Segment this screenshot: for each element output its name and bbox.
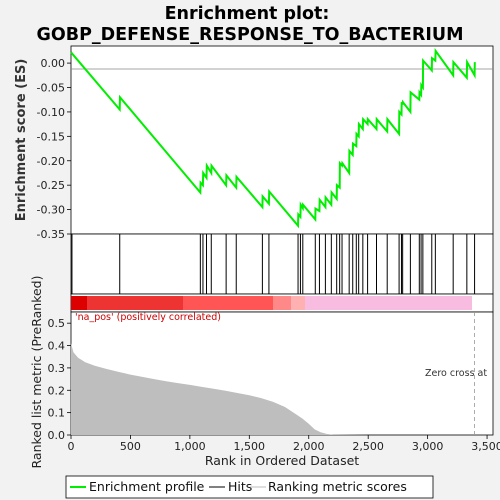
es-y-tick-label: -0.05 — [37, 82, 65, 95]
zero-cross-label: Zero cross at — [425, 368, 487, 379]
x-tick-label: 2,000 — [293, 440, 325, 453]
x-tick-label: 3,000 — [412, 440, 444, 453]
es-y-axis-label: Enrichment score (ES) — [14, 59, 29, 222]
metric-y-tick-label: 0.1 — [48, 407, 66, 420]
metric-area — [71, 343, 476, 435]
x-tick-label: 3,500 — [471, 440, 500, 453]
colorbar-seg-2 — [87, 296, 183, 310]
es-y-tick-label: -0.35 — [37, 228, 65, 241]
es-y-tick-label: -0.20 — [37, 155, 65, 168]
legend-hits-label: Hits — [228, 479, 252, 494]
colorbar-seg-4 — [273, 296, 291, 310]
hits-panel — [70, 233, 494, 295]
colorbar-seg-1 — [71, 296, 87, 310]
chart-title-line2: GOBP_DEFENSE_RESPONSE_TO_BACTERIUM — [37, 25, 464, 45]
metric-y-ticks: 0.0 0.1 0.2 0.3 0.4 0.5 — [48, 317, 71, 442]
metric-y-tick-label: 0.0 — [48, 429, 66, 442]
es-profile-line — [70, 47, 476, 229]
legend-metric-label: Ranking metric scores — [268, 479, 407, 494]
metric-y-tick-label: 0.5 — [48, 317, 66, 330]
x-tick-label: 1,000 — [174, 440, 206, 453]
x-tick-label: 1,500 — [234, 440, 266, 453]
x-ticks: 0 500 1,000 1,500 2,000 2,500 3,000 3,500 — [68, 435, 500, 453]
x-axis-label: Rank in Ordered Dataset — [205, 453, 359, 468]
metric-y-tick-label: 0.3 — [48, 362, 66, 375]
positive-correlation-label: 'na_pos' (positively correlated) — [75, 312, 221, 323]
es-y-tick-label: -0.10 — [37, 106, 65, 119]
metric-y-axis-label: Ranked list metric (PreRanked) — [29, 276, 44, 469]
es-y-tick-label: -0.30 — [37, 204, 65, 217]
x-tick-label: 2,500 — [352, 440, 384, 453]
colorbar-seg-5 — [291, 296, 305, 310]
colorbar-seg-3 — [183, 296, 273, 310]
es-y-tick-label: -0.25 — [37, 179, 65, 192]
metric-y-tick-label: 0.2 — [48, 384, 66, 397]
chart-title-line1: Enrichment plot: — [165, 4, 330, 24]
es-y-tick-label: -0.15 — [37, 130, 65, 143]
x-tick-label: 500 — [120, 440, 141, 453]
es-y-ticks: 0.00 -0.05 -0.10 -0.15 -0.20 -0.25 -0.30 -0.35 — [37, 57, 71, 241]
legend-box — [65, 475, 434, 499]
metric-y-tick-label: 0.4 — [48, 340, 66, 353]
legend-es-label: Enrichment profile — [89, 479, 205, 494]
hit-marks — [71, 234, 476, 294]
colorbar-seg-6 — [305, 296, 472, 310]
es-y-tick-label: 0.00 — [41, 57, 66, 70]
x-tick-label: 0 — [68, 440, 75, 453]
